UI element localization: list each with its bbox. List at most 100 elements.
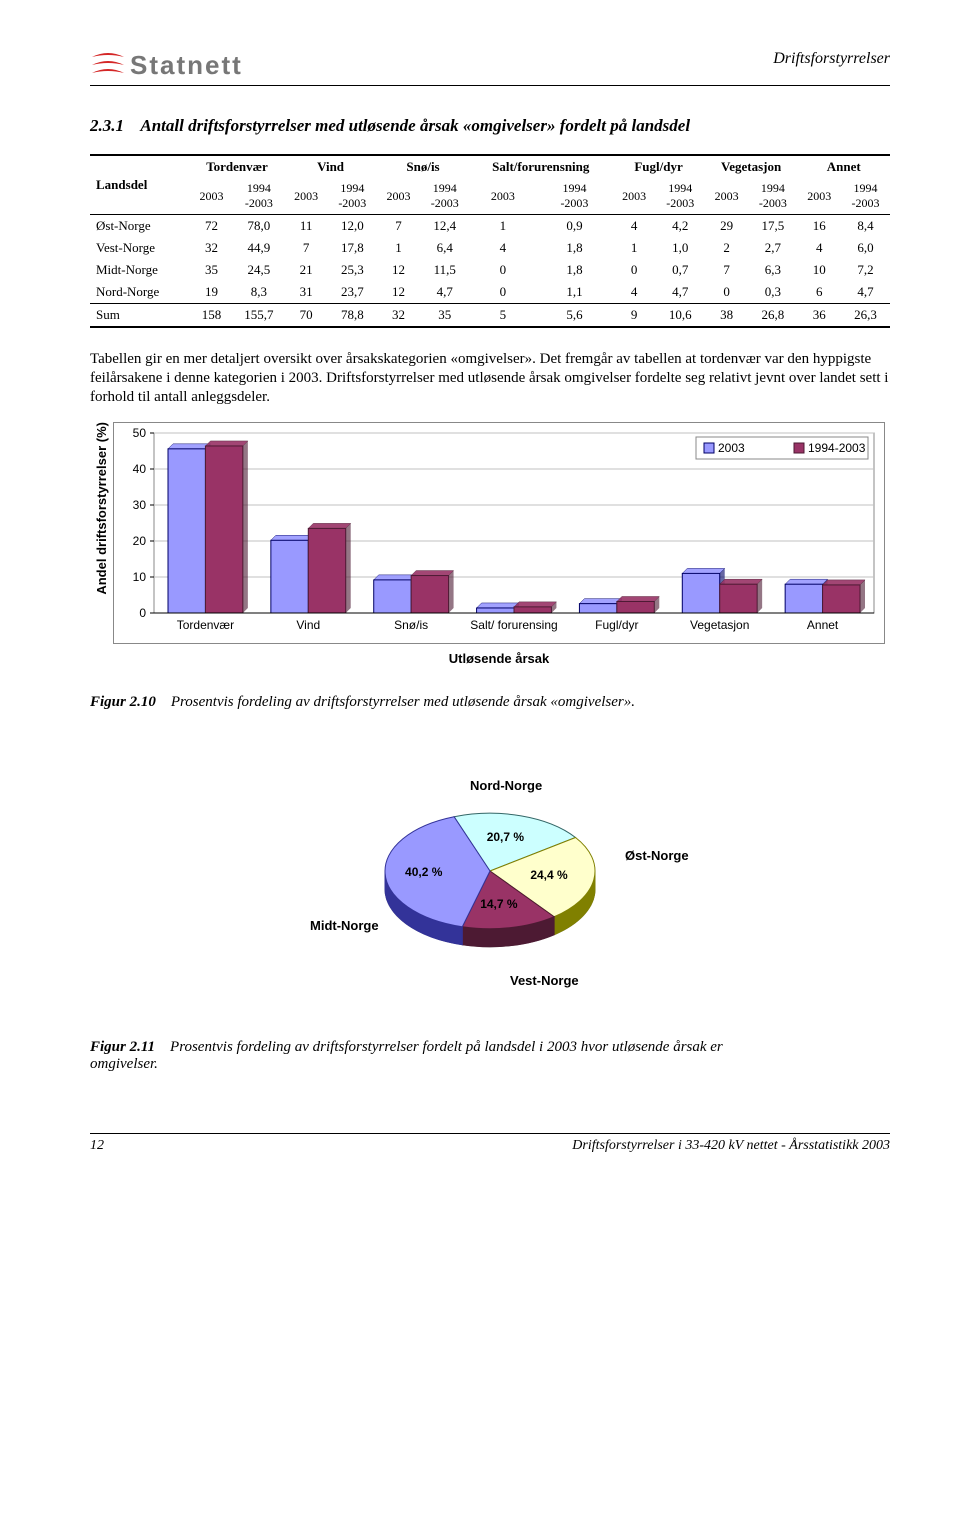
table-cell: 1,8 bbox=[537, 237, 613, 259]
figure-number-1: Figur 2.10 bbox=[90, 694, 156, 710]
table-cell: 4 bbox=[612, 281, 656, 304]
section-text: Antall driftsforstyrrelser med utløsende… bbox=[140, 116, 690, 135]
sub-header: 1994 -2003 bbox=[841, 178, 890, 215]
sub-header: 1994 -2003 bbox=[233, 178, 284, 215]
bar-chart: Andel driftsforstyrrelser (%) 0102030405… bbox=[90, 422, 890, 666]
table-cell: 35 bbox=[190, 259, 234, 281]
table-cell: 21 bbox=[284, 259, 328, 281]
figure-number-2: Figur 2.11 bbox=[90, 1039, 155, 1055]
page-footer: 12 Driftsforstyrrelser i 33-420 kV nette… bbox=[90, 1133, 890, 1154]
figure-text-2b: omgivelser. bbox=[90, 1056, 158, 1072]
sub-header: 2003 bbox=[377, 178, 421, 215]
table-cell: 72 bbox=[190, 215, 234, 238]
table-cell: 1 bbox=[469, 215, 536, 238]
sub-header: 1994 -2003 bbox=[420, 178, 469, 215]
sum-cell: 155,7 bbox=[233, 304, 284, 328]
table-row: Midt-Norge3524,52125,31211,501,800,776,3… bbox=[90, 259, 890, 281]
table-cell: 12 bbox=[377, 259, 421, 281]
group-header: Vind bbox=[284, 155, 376, 178]
table-cell: 1,1 bbox=[537, 281, 613, 304]
table-cell: 4,2 bbox=[656, 215, 705, 238]
row-label: Nord-Norge bbox=[90, 281, 190, 304]
group-header: Vegetasjon bbox=[705, 155, 798, 178]
pie-percent: 14,7 % bbox=[480, 897, 517, 911]
logo-icon bbox=[90, 51, 126, 81]
row-label: Øst-Norge bbox=[90, 215, 190, 238]
pie-slice-label: Vest-Norge bbox=[510, 973, 579, 988]
table-cell: 8,4 bbox=[841, 215, 890, 238]
table-cell: 6,4 bbox=[420, 237, 469, 259]
logo-text: Statnett bbox=[130, 50, 243, 81]
table-cell: 0 bbox=[469, 281, 536, 304]
table-cell: 6,3 bbox=[748, 259, 797, 281]
svg-text:2003: 2003 bbox=[718, 441, 745, 455]
table-cell: 10 bbox=[797, 259, 841, 281]
sub-header: 2003 bbox=[705, 178, 749, 215]
pie-slice-label: Nord-Norge bbox=[470, 778, 542, 793]
sum-cell: 70 bbox=[284, 304, 328, 328]
sub-header: 2003 bbox=[469, 178, 536, 215]
sum-row: Sum158155,77078,8323555,6910,63826,83626… bbox=[90, 304, 890, 328]
section-number: 2.3.1 bbox=[90, 116, 124, 135]
table-cell: 0 bbox=[612, 259, 656, 281]
svg-text:Vind: Vind bbox=[296, 618, 320, 632]
table-cell: 44,9 bbox=[233, 237, 284, 259]
svg-text:Vegetasjon: Vegetasjon bbox=[690, 618, 749, 632]
table-cell: 1,8 bbox=[537, 259, 613, 281]
sum-cell: 5 bbox=[469, 304, 536, 328]
sum-cell: 26,8 bbox=[748, 304, 797, 328]
sub-header: 2003 bbox=[284, 178, 328, 215]
svg-text:Salt/ forurensing: Salt/ forurensing bbox=[470, 618, 557, 632]
sub-header: 1994 -2003 bbox=[537, 178, 613, 215]
svg-text:20: 20 bbox=[133, 534, 147, 548]
x-axis-title: Utløsende årsak bbox=[113, 651, 885, 666]
svg-text:Fugl/dyr: Fugl/dyr bbox=[595, 618, 638, 632]
page-header: Statnett Driftsforstyrrelser bbox=[90, 50, 890, 86]
table-cell: 17,5 bbox=[748, 215, 797, 238]
page-number: 12 bbox=[90, 1138, 104, 1154]
table-cell: 7 bbox=[377, 215, 421, 238]
figure-caption-2: Figur 2.11 Prosentvis fordeling av drift… bbox=[90, 1039, 890, 1073]
table-cell: 78,0 bbox=[233, 215, 284, 238]
table-cell: 2,7 bbox=[748, 237, 797, 259]
svg-text:0: 0 bbox=[139, 606, 146, 620]
table-cell: 2 bbox=[705, 237, 749, 259]
sub-header: 2003 bbox=[797, 178, 841, 215]
table-cell: 24,5 bbox=[233, 259, 284, 281]
svg-text:Snø/is: Snø/is bbox=[394, 618, 428, 632]
table-cell: 4 bbox=[469, 237, 536, 259]
figure-caption-1: Figur 2.10 Prosentvis fordeling av drift… bbox=[90, 694, 890, 711]
logo: Statnett bbox=[90, 50, 243, 81]
body-paragraph: Tabellen gir en mer detaljert oversikt o… bbox=[90, 350, 890, 406]
table-cell: 12,4 bbox=[420, 215, 469, 238]
pie-slice-label: Øst-Norge bbox=[625, 848, 689, 863]
table-cell: 4,7 bbox=[656, 281, 705, 304]
table-cell: 11 bbox=[284, 215, 328, 238]
svg-text:10: 10 bbox=[133, 570, 147, 584]
table-cell: 17,8 bbox=[328, 237, 377, 259]
sum-cell: 26,3 bbox=[841, 304, 890, 328]
sub-header: 1994 -2003 bbox=[328, 178, 377, 215]
y-axis-label: Andel driftsforstyrrelser (%) bbox=[90, 422, 109, 595]
sum-cell: 10,6 bbox=[656, 304, 705, 328]
table-cell: 1,0 bbox=[656, 237, 705, 259]
table-cell: 4,7 bbox=[841, 281, 890, 304]
group-header: Tordenvær bbox=[190, 155, 285, 178]
svg-text:50: 50 bbox=[133, 426, 147, 440]
table-cell: 29 bbox=[705, 215, 749, 238]
table-cell: 23,7 bbox=[328, 281, 377, 304]
figure-text-1: Prosentvis fordeling av driftsforstyrrel… bbox=[171, 694, 635, 710]
group-header: Snø/is bbox=[377, 155, 469, 178]
row-label: Midt-Norge bbox=[90, 259, 190, 281]
sum-cell: 78,8 bbox=[328, 304, 377, 328]
table-cell: 0 bbox=[705, 281, 749, 304]
table-cell: 0,9 bbox=[537, 215, 613, 238]
sub-header: 2003 bbox=[612, 178, 656, 215]
sum-label: Sum bbox=[90, 304, 190, 328]
table-cell: 11,5 bbox=[420, 259, 469, 281]
table-cell: 4,7 bbox=[420, 281, 469, 304]
svg-text:40: 40 bbox=[133, 462, 147, 476]
figure-text-2: Prosentvis fordeling av driftsforstyrrel… bbox=[170, 1039, 723, 1055]
table-cell: 7 bbox=[284, 237, 328, 259]
group-header: Annet bbox=[797, 155, 890, 178]
